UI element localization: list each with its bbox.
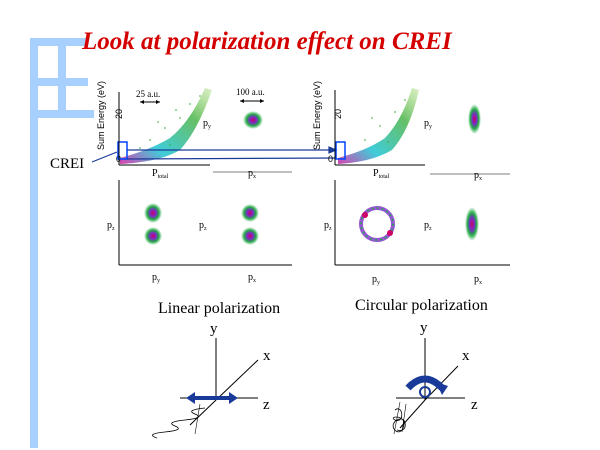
circular-axis-x-label: x (462, 348, 470, 364)
svg-text:pz: pz (199, 220, 207, 232)
svg-text:25 a.u.: 25 a.u. (136, 89, 160, 99)
circular-cell-pz-py: pz py (324, 206, 395, 286)
circular-energy-plot: Ptotal (334, 88, 425, 180)
circular-axis-y-label: y (420, 320, 428, 336)
slide-title: Look at polarization effect on CREI (81, 28, 453, 55)
circular-energy-tick-0: 0 (328, 154, 333, 164)
linear-scale-100: 100 a.u. (236, 87, 265, 103)
linear-energy-axis-label: Sum Energy (eV) (96, 81, 106, 150)
circular-axis-z-label: z (471, 397, 478, 413)
linear-axis-diagram: y x z (152, 321, 271, 439)
linear-panel: Sum Energy (eV) 20 0 Ptotal 25 a.u. 100 … (96, 81, 292, 317)
circular-axis-diagram: y x z (392, 320, 478, 435)
svg-text:py: py (203, 118, 211, 130)
linear-axis-x-label: x (263, 348, 271, 364)
circular-cell-py-top: py px (424, 104, 510, 182)
slide-frame-decoration (30, 38, 94, 448)
svg-text:pz: pz (324, 220, 332, 232)
linear-cell-pz-py: pz py (107, 203, 162, 284)
circular-panel: Sum Energy (eV) 20 0 Ptotal py px (312, 81, 510, 314)
linear-cell-py-top: py px (203, 111, 292, 180)
circular-label-ptotal: Ptotal (373, 168, 390, 180)
circular-energy-scatter (364, 99, 406, 143)
svg-text:py: py (372, 274, 380, 286)
linear-label-ptotal: Ptotal (152, 168, 169, 180)
svg-text:py: py (424, 118, 432, 130)
circular-energy-axis-label: Sum Energy (eV) (312, 81, 322, 150)
linear-scale-25: 25 a.u. (136, 89, 160, 104)
svg-text:pz: pz (424, 220, 432, 232)
crei-arrows (91, 146, 338, 163)
svg-text:px: px (248, 272, 256, 284)
circular-cell-pz-px: pz px (424, 207, 482, 286)
svg-text:px: px (474, 274, 482, 286)
svg-text:py: py (152, 272, 160, 284)
linear-wave-icon (152, 407, 206, 439)
linear-polarization-heading: Linear polarization (158, 300, 280, 317)
svg-text:px: px (248, 168, 256, 180)
svg-text:px: px (474, 170, 482, 182)
linear-energy-plot: Ptotal (117, 88, 212, 180)
linear-energy-scatter (139, 95, 201, 149)
svg-text:pz: pz (107, 220, 115, 232)
circular-crei-box (335, 141, 346, 160)
linear-axis-y-label: y (210, 321, 218, 337)
linear-cell-pz-px: pz px (199, 204, 259, 284)
svg-text:100 a.u.: 100 a.u. (236, 87, 265, 97)
circular-energy-tick-20: 20 (333, 109, 343, 119)
crei-label: CREI (50, 156, 84, 172)
circular-polarization-heading: Circular polarization (355, 297, 488, 314)
linear-axis-z-label: z (263, 397, 270, 413)
